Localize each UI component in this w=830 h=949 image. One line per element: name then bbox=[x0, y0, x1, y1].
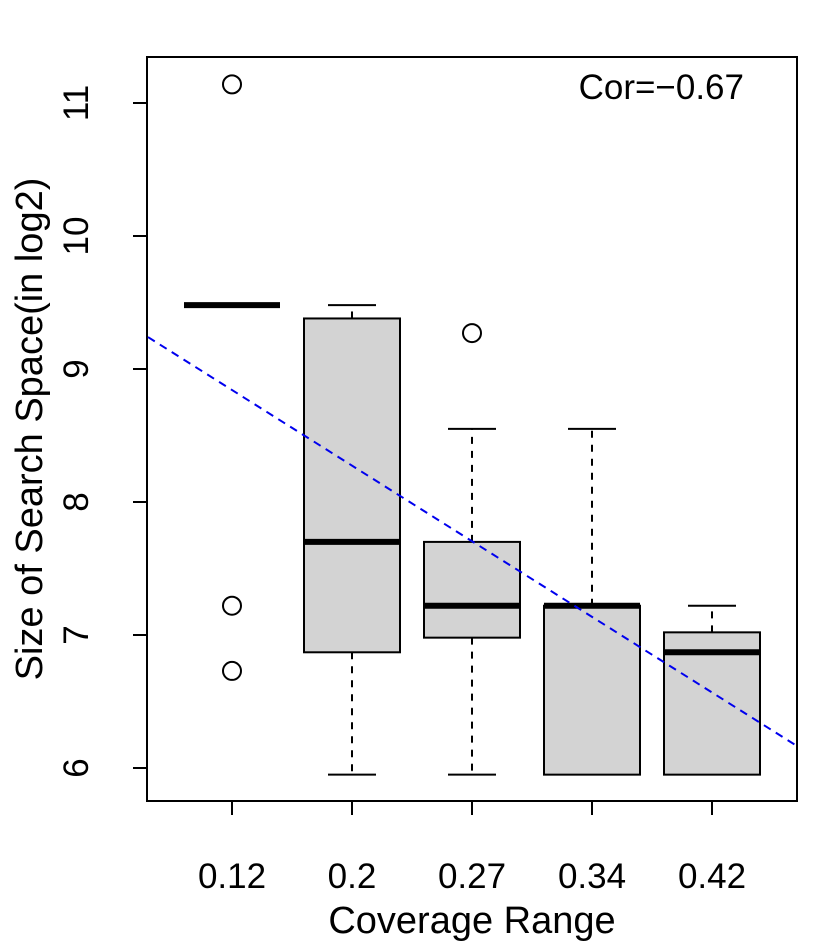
x-axis-label: Coverage Range bbox=[328, 900, 615, 942]
outlier-point bbox=[222, 74, 242, 95]
x-tick-label: 0.2 bbox=[328, 857, 377, 896]
box-iqr bbox=[423, 540, 521, 639]
x-tick-label: 0.34 bbox=[558, 857, 626, 896]
outlier-point bbox=[222, 660, 242, 681]
y-tick-label: 11 bbox=[57, 85, 96, 121]
outlier-point bbox=[462, 323, 482, 344]
y-tick-label: 6 bbox=[57, 758, 96, 777]
x-tick-label: 0.42 bbox=[678, 857, 746, 896]
box-iqr bbox=[663, 631, 761, 776]
x-tick-label: 0.27 bbox=[438, 857, 506, 896]
y-tick-label: 10 bbox=[57, 217, 96, 256]
y-axis-label: Size of Search Space(in log2) bbox=[9, 178, 51, 681]
outlier-point bbox=[222, 595, 242, 616]
box-iqr bbox=[543, 604, 641, 776]
y-tick-label: 9 bbox=[57, 359, 96, 378]
correlation-annotation: Cor=−0.67 bbox=[579, 68, 744, 107]
trend-line bbox=[147, 336, 797, 747]
x-tick-label: 0.12 bbox=[198, 857, 266, 896]
box-iqr bbox=[303, 317, 401, 654]
y-tick-label: 7 bbox=[57, 625, 96, 644]
y-tick-label: 8 bbox=[57, 492, 96, 511]
